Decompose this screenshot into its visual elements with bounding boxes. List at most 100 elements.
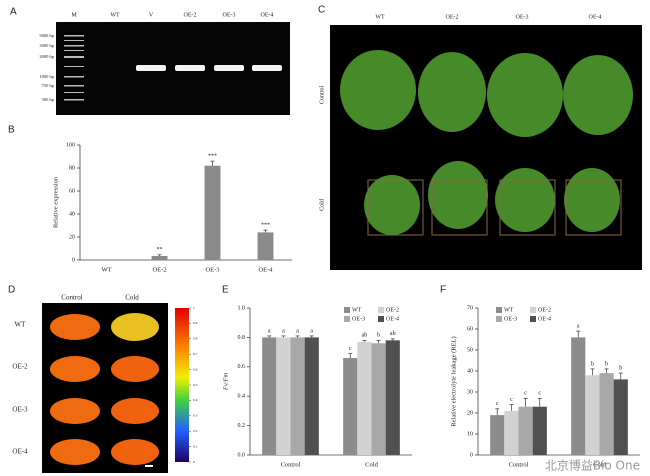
column-label: WT <box>375 14 385 20</box>
legend-label: OE-3 <box>504 316 517 322</box>
row-label: Cold <box>319 199 325 211</box>
colorbar <box>175 308 189 462</box>
legend-label: OE-3 <box>352 316 365 322</box>
watermark: 北京博益Bio One <box>545 458 640 473</box>
photo-labels: WT OE-2 OE-3 OE-4 Control Cold <box>319 14 601 210</box>
lane-label: M <box>71 12 77 18</box>
panel-d: D Control Cold WT OE-2 OE-3 OE-4 1 0.9 0.8 0.7 0.6… <box>8 285 198 473</box>
y-axis-label: Relative electrolyte leakage (REL) <box>450 336 457 426</box>
panel-label: A <box>10 7 17 18</box>
legend-swatch <box>378 307 384 313</box>
bar <box>504 410 519 455</box>
colorbar-tick-label: 0.7 <box>193 352 198 356</box>
y-tick-label: 1.0 <box>238 305 246 311</box>
panel-label: D <box>8 285 15 296</box>
lane-label: OE-3 <box>223 12 236 18</box>
bar <box>257 232 274 260</box>
y-tick-label: 40 <box>69 211 75 217</box>
y-tick-label: 10 <box>467 431 473 437</box>
significance-label: c <box>349 346 352 352</box>
bar <box>613 379 628 455</box>
significance-label: *** <box>261 222 270 228</box>
colorbar-tick-label: 0.3 <box>193 414 198 418</box>
leaves <box>50 313 159 467</box>
bar <box>204 165 221 260</box>
y-tick-label: 0.0 <box>238 452 246 458</box>
significance-label: c <box>524 391 527 397</box>
y-tick-label: 0 <box>72 257 75 263</box>
leaf-labels: Control Cold WT OE-2 OE-3 OE-4 1 0.9 0.8 0.7 0.6 0.… <box>12 294 197 464</box>
significance-label: a <box>268 328 271 334</box>
x-tick-label: OE-3 <box>205 266 219 273</box>
colorbar-tick-label: 0 <box>193 460 195 464</box>
y-tick-label: 40 <box>467 368 473 374</box>
y-tick-label: 30 <box>467 389 473 395</box>
marker-label: 3000 bp <box>39 43 54 48</box>
colorbar-tick-label: 0.8 <box>193 337 198 341</box>
x-tick-label: Cold <box>365 461 378 468</box>
column-label: Control <box>61 294 82 302</box>
pots <box>367 179 622 236</box>
column-label: OE-4 <box>589 14 602 20</box>
y-tick-label: 60 <box>69 188 75 194</box>
panel-label: F <box>440 285 446 296</box>
y-tick-label: 0.6 <box>238 364 246 370</box>
legend-label: OE-2 <box>386 307 399 313</box>
bar <box>151 255 168 260</box>
gel-image <box>56 22 290 115</box>
marker-label: 750 bp <box>42 83 55 88</box>
y-tick-label: 100 <box>66 142 75 148</box>
x-tick-label: OE-2 <box>152 266 166 273</box>
significance-label: c <box>538 391 541 397</box>
colorbar-tick-label: 0.2 <box>193 429 198 433</box>
significance-label: a <box>310 328 313 334</box>
row-label: Control <box>319 86 325 105</box>
y-tick-label: 0.8 <box>238 335 246 341</box>
colorbar-tick-label: 0.5 <box>193 383 198 387</box>
row-label: OE-2 <box>12 363 28 371</box>
bar <box>490 415 505 455</box>
y-axis-label: Fv/Fm <box>222 373 229 392</box>
row-label: OE-3 <box>12 406 28 414</box>
legend-label: OE-2 <box>538 307 551 313</box>
significance-label: c <box>496 401 499 407</box>
x-tick-label: Control <box>281 461 301 468</box>
panel-c: C WT OE-2 OE-3 OE-4 Control Cold <box>318 5 642 270</box>
significance-label: *** <box>208 153 217 159</box>
row-label: WT <box>15 321 27 329</box>
bar <box>518 406 533 455</box>
marker-label: 2000 bp <box>39 54 54 59</box>
bar <box>371 343 386 455</box>
bar <box>585 375 600 455</box>
legend-swatch <box>496 316 502 322</box>
gel-labels: M WT V OE-2 OE-3 OE-4 5000 bp 3000 bp 2000 bp 100… <box>39 12 273 102</box>
colorbar-tick-label: 0.1 <box>193 444 198 448</box>
column-label: OE-3 <box>516 14 529 20</box>
gel-bands <box>136 65 282 71</box>
bar <box>343 357 358 455</box>
bar <box>276 337 291 455</box>
y-tick-label: 70 <box>467 305 473 311</box>
bar <box>571 337 586 455</box>
bar <box>304 337 319 455</box>
y-tick-label: 60 <box>467 326 473 332</box>
significance-label: c <box>510 397 513 403</box>
legend-swatch <box>344 307 350 313</box>
panel-label: C <box>318 5 325 16</box>
significance-label: ab <box>362 333 368 339</box>
significance-label: ab <box>390 331 396 337</box>
x-tick-label: Control <box>509 461 529 468</box>
significance-label: b <box>377 333 380 339</box>
marker-label: 5000 bp <box>39 33 54 38</box>
column-label: Cold <box>125 294 139 302</box>
bar <box>357 341 372 455</box>
colorbar-tick-label: 0.9 <box>193 321 198 325</box>
panel-label: E <box>222 285 229 296</box>
x-tick-label: Cold <box>593 461 606 468</box>
lane-label: WT <box>110 12 120 18</box>
y-tick-label: 20 <box>467 410 473 416</box>
bar <box>532 406 547 455</box>
marker-label: 500 bp <box>42 97 55 102</box>
significance-label: b <box>591 361 594 367</box>
